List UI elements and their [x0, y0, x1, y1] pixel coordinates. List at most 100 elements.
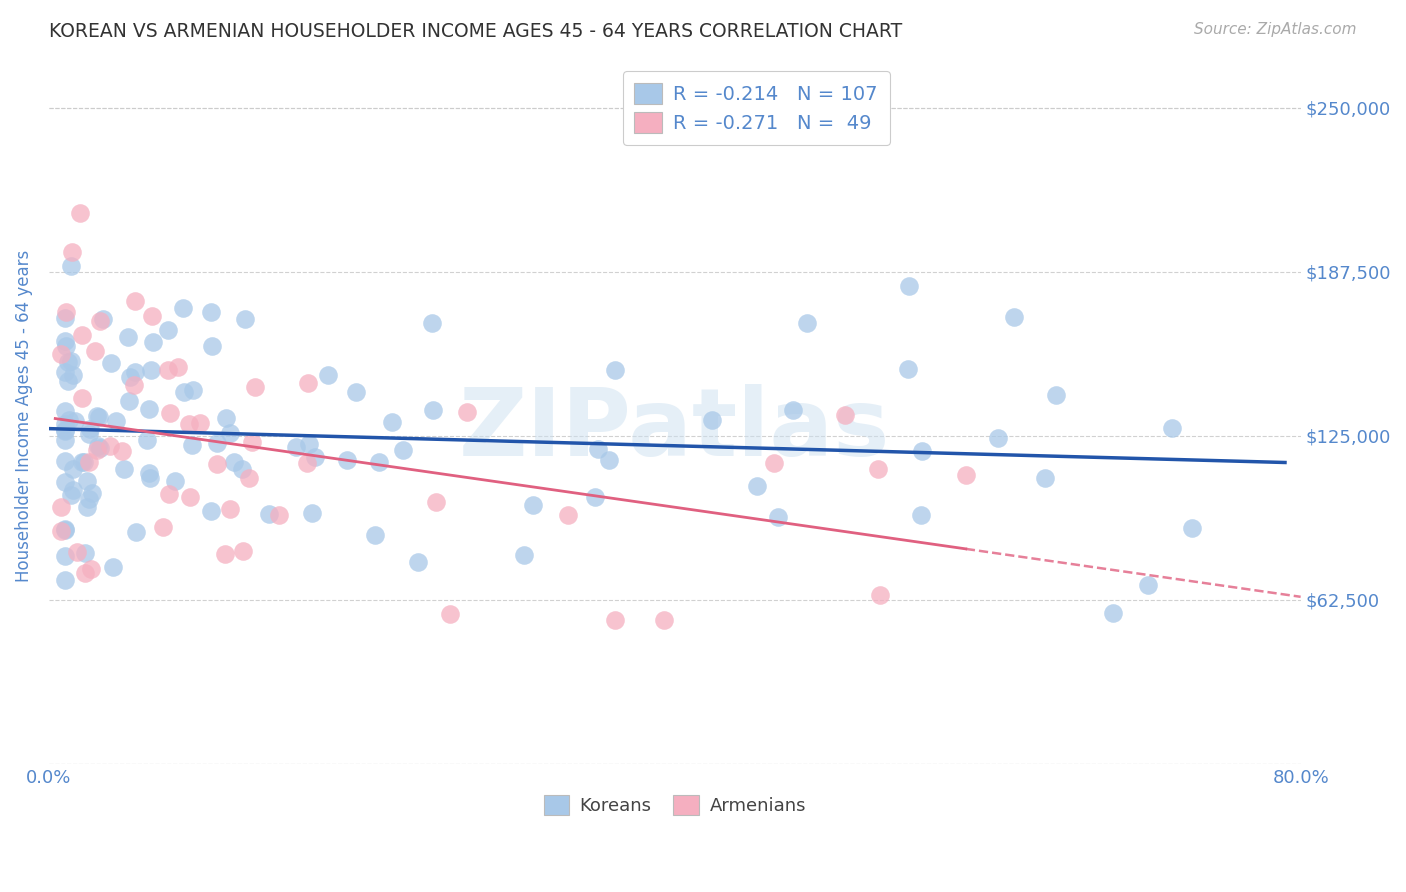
- Point: [53, 454, 76, 468]
- Point: [367, 454, 389, 468]
- Point: [53, 311, 76, 326]
- Point: [70, 392, 93, 406]
- Point: [76, 474, 98, 488]
- Point: [124, 377, 146, 392]
- Point: [100, 355, 122, 369]
- Point: [117, 330, 139, 344]
- Point: [588, 442, 610, 456]
- Point: [51, 500, 73, 515]
- Point: [59, 488, 82, 502]
- Point: [165, 474, 187, 488]
- Point: [76, 500, 98, 514]
- Point: [141, 363, 163, 377]
- Point: [66, 545, 89, 559]
- Point: [138, 467, 160, 481]
- Point: [142, 334, 165, 349]
- Point: [60, 354, 83, 368]
- Point: [75, 546, 97, 560]
- Point: [138, 402, 160, 417]
- Point: [53, 424, 76, 438]
- Point: [86, 409, 108, 423]
- Point: [80, 562, 103, 576]
- Point: [62, 245, 84, 260]
- Point: [181, 437, 204, 451]
- Point: [344, 385, 367, 400]
- Point: [425, 495, 447, 509]
- Point: [422, 403, 444, 417]
- Point: [782, 403, 804, 417]
- Point: [298, 437, 321, 451]
- Point: [53, 404, 76, 418]
- Point: [62, 483, 84, 497]
- Point: [53, 417, 76, 431]
- Point: [70, 327, 93, 342]
- Point: [104, 414, 127, 428]
- Point: [98, 438, 121, 452]
- Point: [181, 383, 204, 397]
- Point: [89, 442, 111, 456]
- Point: [101, 560, 124, 574]
- Point: [233, 312, 256, 326]
- Point: [62, 368, 84, 382]
- Point: [73, 566, 96, 581]
- Point: [157, 487, 180, 501]
- Point: [80, 486, 103, 500]
- Point: [56, 374, 79, 388]
- Point: [1181, 520, 1204, 534]
- Point: [240, 434, 263, 449]
- Point: [284, 441, 307, 455]
- Point: [868, 462, 890, 476]
- Point: [834, 408, 856, 422]
- Point: [53, 522, 76, 536]
- Point: [1002, 310, 1025, 324]
- Point: [420, 316, 443, 330]
- Point: [172, 301, 194, 316]
- Point: [53, 423, 76, 437]
- Point: [583, 490, 606, 504]
- Point: [1136, 578, 1159, 592]
- Point: [955, 467, 977, 482]
- Point: [522, 498, 544, 512]
- Point: [987, 431, 1010, 445]
- Point: [336, 453, 359, 467]
- Point: [700, 413, 723, 427]
- Point: [136, 434, 159, 448]
- Point: [796, 316, 818, 330]
- Point: [53, 523, 76, 537]
- Point: [652, 613, 675, 627]
- Point: [304, 450, 326, 465]
- Point: [238, 470, 260, 484]
- Point: [91, 312, 114, 326]
- Point: [316, 368, 339, 382]
- Point: [214, 547, 236, 561]
- Point: [69, 206, 91, 220]
- Point: [232, 544, 254, 558]
- Y-axis label: Householder Income Ages 45 - 64 years: Householder Income Ages 45 - 64 years: [15, 250, 32, 582]
- Point: [62, 462, 84, 476]
- Point: [898, 279, 921, 293]
- Point: [111, 443, 134, 458]
- Point: [1035, 470, 1057, 484]
- Point: [301, 507, 323, 521]
- Point: [603, 613, 626, 627]
- Point: [53, 334, 76, 348]
- Point: [112, 462, 135, 476]
- Point: [257, 507, 280, 521]
- Point: [77, 454, 100, 468]
- Point: [77, 492, 100, 507]
- Point: [141, 309, 163, 323]
- Point: [86, 439, 108, 453]
- Legend: Koreans, Armenians: Koreans, Armenians: [534, 787, 815, 824]
- Point: [51, 346, 73, 360]
- Point: [215, 410, 238, 425]
- Point: [55, 305, 77, 319]
- Point: [55, 339, 77, 353]
- Point: [138, 471, 160, 485]
- Point: [53, 433, 76, 447]
- Point: [381, 415, 404, 429]
- Point: [406, 555, 429, 569]
- Point: [77, 427, 100, 442]
- Point: [124, 293, 146, 308]
- Text: KOREAN VS ARMENIAN HOUSEHOLDER INCOME AGES 45 - 64 YEARS CORRELATION CHART: KOREAN VS ARMENIAN HOUSEHOLDER INCOME AG…: [49, 22, 903, 41]
- Point: [231, 461, 253, 475]
